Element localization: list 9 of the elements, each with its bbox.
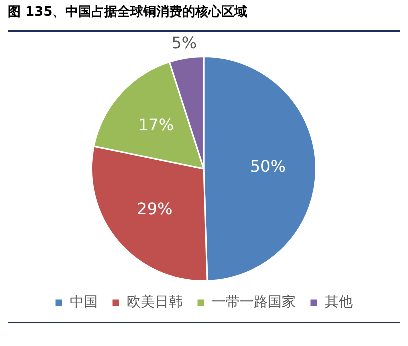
data-label: 5% <box>172 33 198 52</box>
data-label: 29% <box>137 199 173 218</box>
data-label: 50% <box>250 157 286 176</box>
chart-title: 图 135、中国占据全球铜消费的核心区域 <box>8 2 400 32</box>
legend-label: 欧美日韩 <box>127 294 183 311</box>
legend-label: 一带一路国家 <box>212 294 296 311</box>
legend-label: 中国 <box>70 294 98 311</box>
data-label: 17% <box>138 115 174 134</box>
legend-label: 其他 <box>325 294 353 311</box>
